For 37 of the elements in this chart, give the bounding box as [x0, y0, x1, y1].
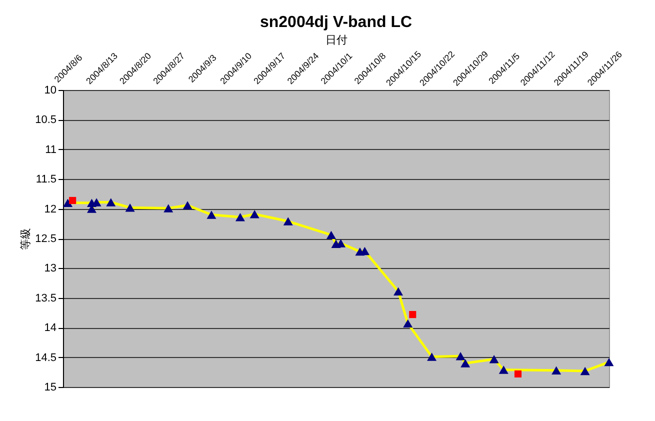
point: [403, 319, 413, 328]
point: [498, 366, 508, 374]
y-tick-label: 14.5: [35, 352, 56, 364]
point: [514, 370, 522, 378]
y-axis-title: 等級: [20, 228, 32, 250]
point: [552, 366, 562, 374]
point: [182, 201, 192, 210]
y-tick-label: 10.5: [35, 114, 56, 126]
point: [250, 210, 260, 218]
point: [326, 230, 336, 240]
y-tick-label: 12.5: [35, 233, 56, 245]
y-tick-label: 11: [45, 144, 56, 156]
point: [125, 204, 135, 212]
y-tick-label: 13.5: [35, 292, 56, 304]
chart-title: sn2004dj V-band LC: [260, 14, 412, 32]
point: [206, 210, 216, 219]
point: [409, 310, 416, 318]
y-tick-label: 10: [44, 84, 56, 96]
y-tick-label: 15: [44, 382, 56, 394]
point: [460, 359, 470, 368]
point: [394, 287, 404, 296]
point: [235, 213, 245, 222]
point: [283, 217, 293, 226]
x-axis-title: 日付: [326, 34, 348, 47]
point: [489, 354, 499, 364]
point: [427, 352, 437, 361]
point: [604, 358, 614, 366]
y-tick-label: 12: [44, 203, 56, 216]
point: [63, 198, 73, 207]
point: [106, 198, 116, 206]
y-tick-label: 14: [44, 322, 56, 334]
point: [69, 196, 76, 204]
y-tick-label: 13: [44, 262, 56, 275]
point: [164, 204, 174, 212]
point: [456, 352, 466, 360]
point: [580, 366, 590, 376]
y-tick-label: 11.5: [36, 174, 56, 186]
